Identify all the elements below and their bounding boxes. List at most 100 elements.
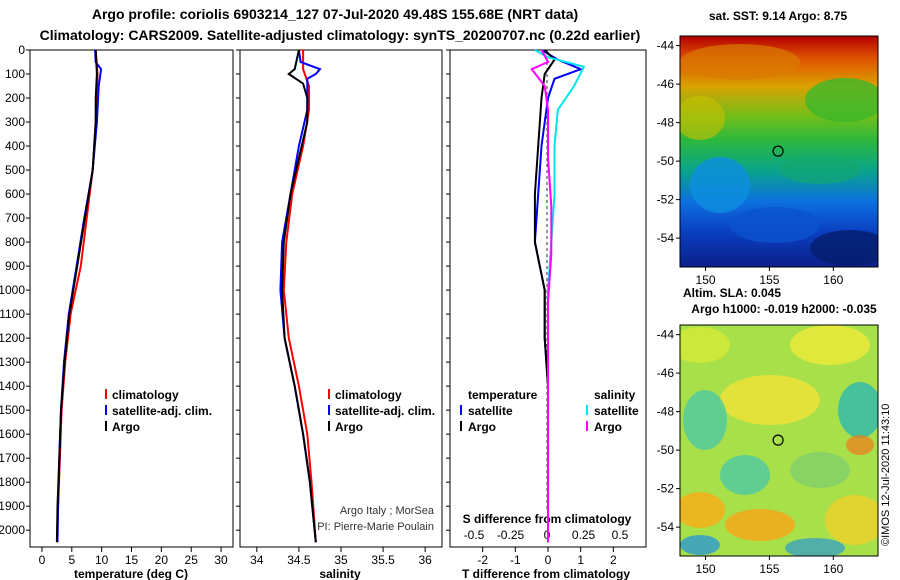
x-tick-label: 0 (39, 553, 46, 567)
sla-map-title-1: Altim. SLA: 0.045 (683, 286, 781, 300)
x-tick-label: 30 (214, 553, 228, 567)
lat-tick-label: -48 (657, 405, 675, 419)
lat-tick-label: -44 (657, 39, 675, 53)
sst-lat-ticks: -44 -46 -48 -50 -52 -54 (657, 39, 680, 245)
temperature-panel: 0100200300400500600700800900100011001200… (0, 43, 234, 580)
lat-tick-label: -46 (657, 77, 675, 91)
sla-lon-ticks: 150 155 160 (696, 556, 844, 576)
lat-tick-label: -46 (657, 366, 675, 380)
legend-argo-swatch (105, 421, 107, 431)
legend-climatology-label: climatology (112, 388, 179, 402)
series-s-argo (530, 49, 553, 543)
y-tick-label: 200 (5, 91, 25, 105)
lat-tick-label: -50 (657, 154, 675, 168)
y-tick-label: 800 (5, 235, 25, 249)
argo-position-marker (772, 145, 784, 157)
x-tick-label: 15 (125, 553, 139, 567)
legend-climatology-label: climatology (335, 388, 402, 402)
lat-tick-label: -52 (657, 482, 675, 496)
sla-map-title-2: Argo h1000: -0.019 h2000: -0.035 (691, 302, 877, 316)
legend-satellite-swatch (105, 405, 107, 415)
y-tick-label: 1800 (0, 475, 25, 489)
y-tick-label: 1100 (0, 307, 25, 321)
lon-tick-label: 155 (759, 273, 779, 287)
y-tick-label: 2000 (0, 523, 25, 537)
difference-panel: T difference from climatology S differen… (446, 49, 647, 580)
y-tick-label: 1500 (0, 403, 25, 417)
lat-tick-label: -44 (657, 328, 675, 342)
salinity-axis-label: salinity (319, 567, 361, 580)
sla-lat-ticks: -44 -46 -48 -50 -52 -54 (657, 328, 680, 534)
legend-t-argo-swatch (460, 421, 462, 431)
y-tick-label: 1600 (0, 427, 25, 441)
y-tick-label: 1900 (0, 499, 25, 513)
y-tick-label: 0 (18, 43, 25, 57)
temperature-plot-frame (29, 49, 234, 548)
legend-t-satellite-label: satellite (468, 404, 513, 418)
sst-map-frame (679, 35, 879, 268)
lon-tick-label: 155 (759, 562, 779, 576)
series-argo (55, 49, 98, 543)
s-tick-label: -0.25 (497, 528, 525, 542)
legend-salinity-title: salinity (594, 388, 636, 402)
temperature-legend: climatology satellite-adj. clim. Argo (105, 388, 212, 434)
series-climatology (282, 50, 317, 543)
credit-text: Argo Italy ; MorSea (340, 505, 435, 517)
x-tick-label: 35 (334, 553, 348, 567)
legend-satellite-swatch (328, 405, 330, 415)
s-tick-label: -0.5 (464, 528, 485, 542)
lat-tick-label: -54 (657, 520, 675, 534)
x-tick-label: 5 (68, 553, 75, 567)
legend-satellite-label: satellite-adj. clim. (112, 404, 212, 418)
x-tick-label: 2 (610, 553, 617, 567)
difference-legend: temperature satellite Argo salinity sate… (460, 388, 639, 434)
y-tick-label: 1000 (0, 283, 25, 297)
lon-tick-label: 160 (823, 562, 843, 576)
x-tick-label: 34 (250, 553, 264, 567)
title-line-1: Argo profile: coriolis 6903214_127 07-Ju… (92, 6, 578, 22)
legend-climatology-swatch (105, 389, 107, 399)
x-tick-label: 0 (545, 553, 552, 567)
s-difference-ticks: -0.5 -0.25 0 0.25 0.5 (464, 528, 629, 542)
s-tick-label: 0.5 (612, 528, 629, 542)
pi-text: PI: Pierre-Marie Poulain (317, 521, 434, 533)
legend-t-argo-label: Argo (468, 420, 496, 434)
legend-argo-swatch (328, 421, 330, 431)
sla-features (680, 325, 878, 556)
legend-s-satellite-swatch (586, 405, 588, 415)
salinity-plot-frame (239, 49, 443, 548)
legend-s-satellite-label: satellite (594, 404, 639, 418)
legend-t-satellite-swatch (460, 405, 462, 415)
y-tick-label: 1400 (0, 379, 25, 393)
imos-stamp: ©IMOS 12-Jul-2020 11:43:10 (880, 404, 892, 546)
legend-climatology-swatch (328, 389, 330, 399)
legend-argo-label: Argo (335, 420, 363, 434)
sst-map-title: sat. SST: 9.14 Argo: 8.75 (709, 9, 848, 23)
lat-tick-label: -54 (657, 231, 675, 245)
lon-tick-label: 160 (823, 273, 843, 287)
y-tick-label: 1700 (0, 451, 25, 465)
y-tick-label: 100 (5, 67, 25, 81)
y-tick-label: 300 (5, 115, 25, 129)
legend-satellite-label: satellite-adj. clim. (335, 404, 435, 418)
lat-tick-label: -48 (657, 116, 675, 130)
y-tick-label: 400 (5, 139, 25, 153)
y-tick-label: 900 (5, 259, 25, 273)
s-tick-label: 0.25 (572, 528, 596, 542)
lon-tick-label: 150 (696, 562, 716, 576)
t-difference-axis-label: T difference from climatology (462, 567, 630, 580)
x-tick-label: 34.5 (287, 553, 311, 567)
x-tick-label: 1 (577, 553, 584, 567)
sst-features (680, 44, 878, 266)
argo-position-marker (772, 434, 784, 446)
lat-tick-label: -50 (657, 443, 675, 457)
y-tick-label: 700 (5, 211, 25, 225)
temperature-axis-label: temperature (deg C) (74, 567, 188, 580)
x-tick-label: 36 (418, 553, 432, 567)
legend-s-argo-swatch (586, 421, 588, 431)
x-tick-label: 10 (95, 553, 109, 567)
sst-map: sat. SST: 9.14 Argo: 8.75 (657, 9, 879, 287)
lon-tick-label: 150 (696, 273, 716, 287)
y-tick-label: 600 (5, 187, 25, 201)
